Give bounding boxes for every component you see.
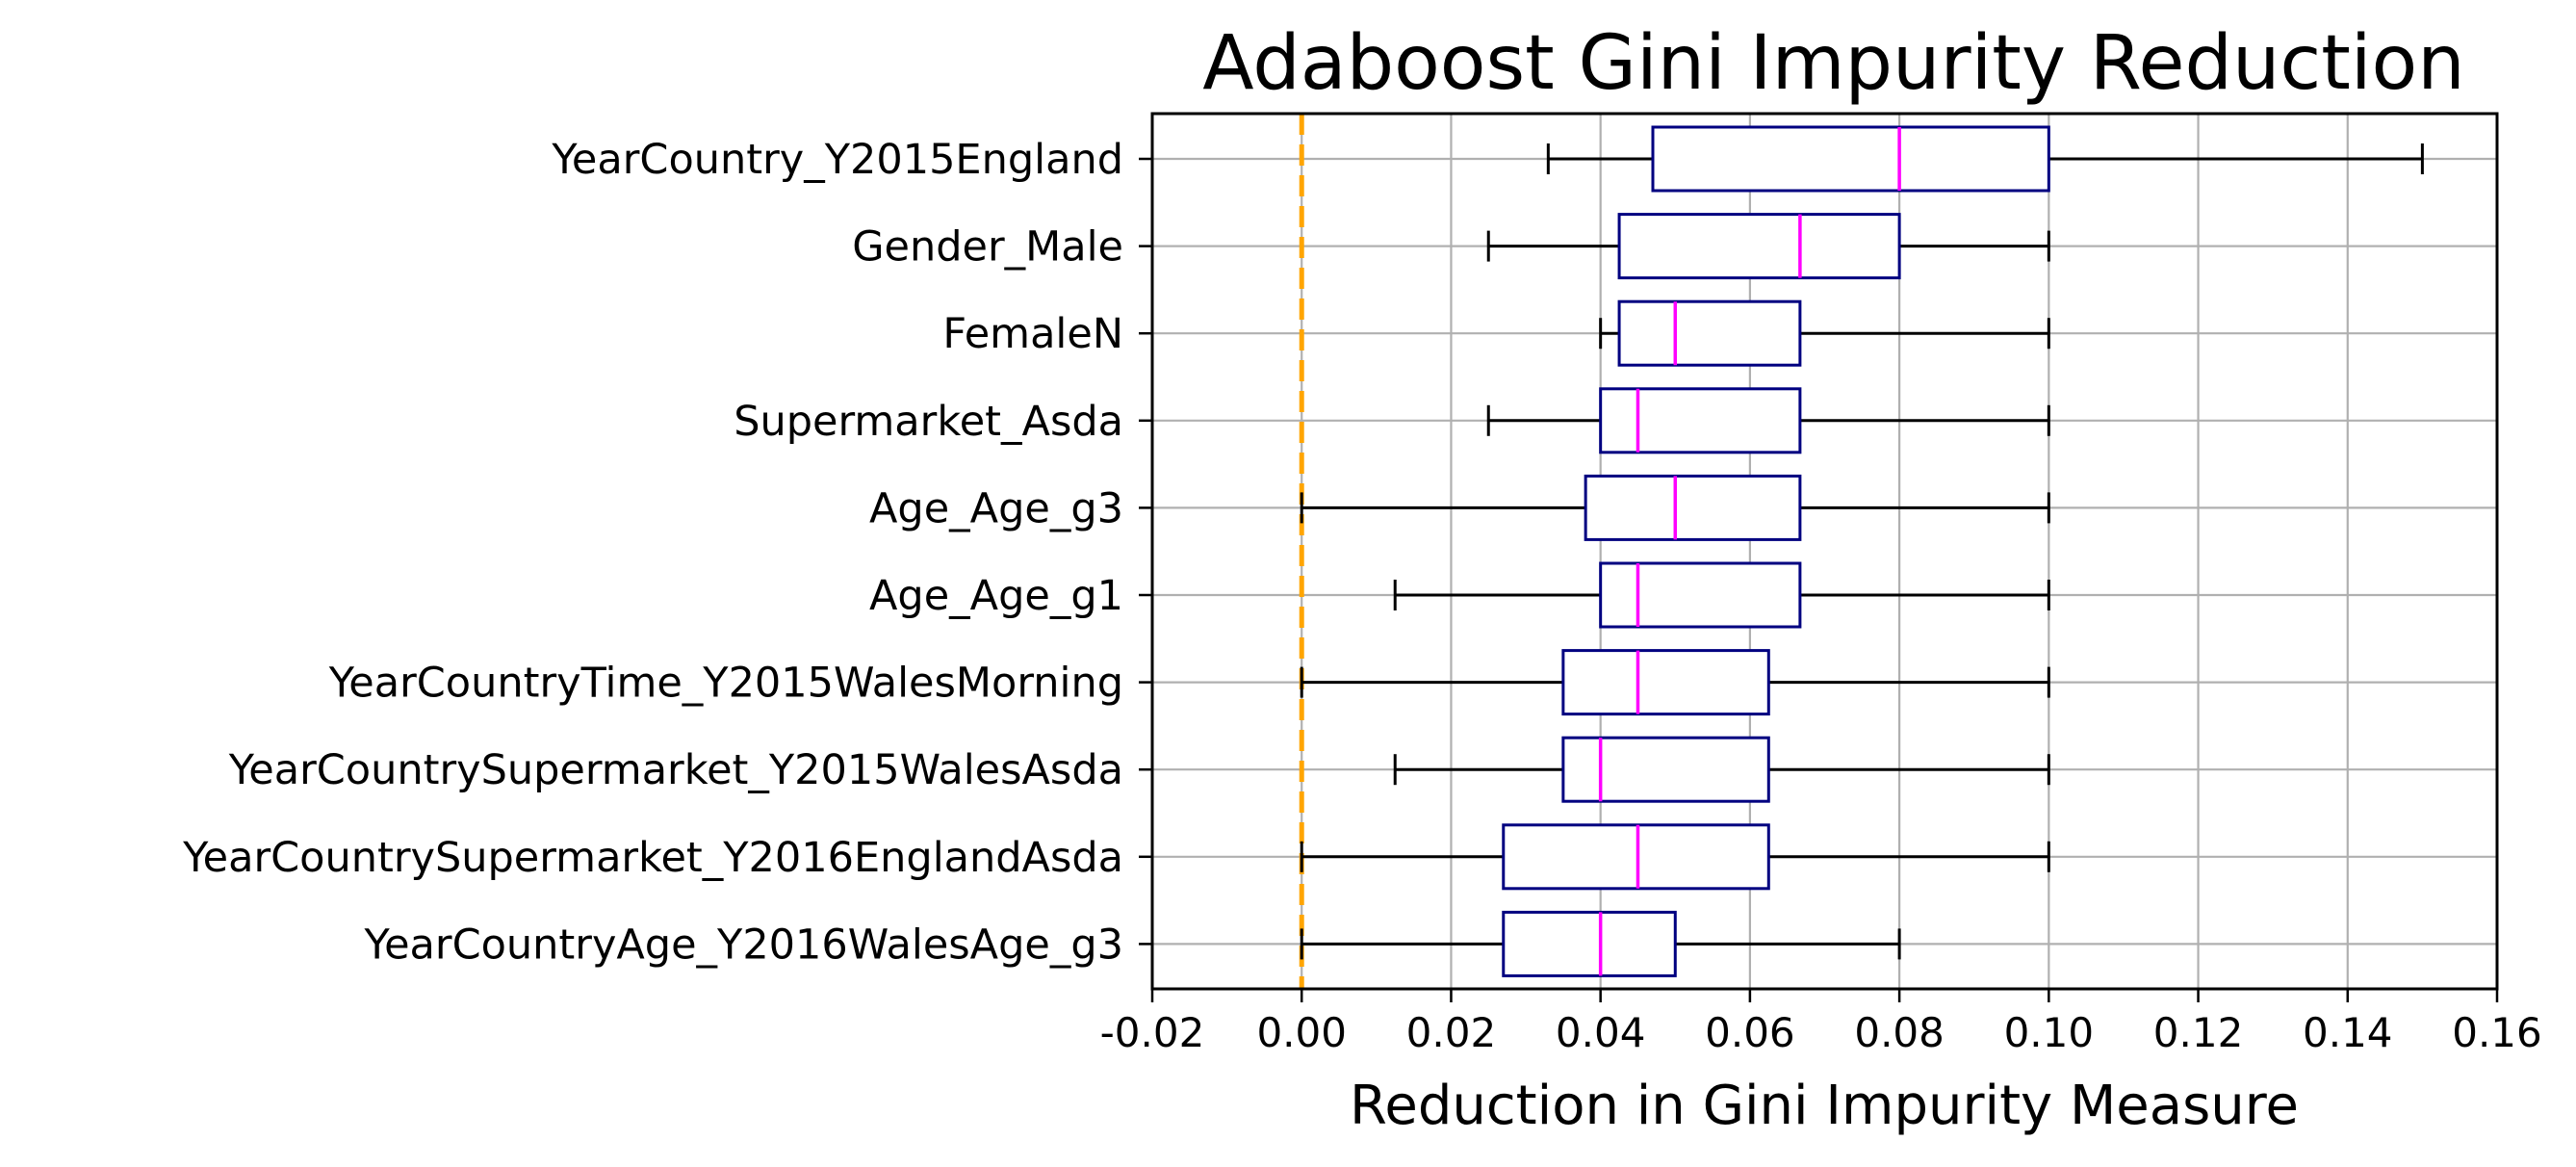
x-tick-label: 0.12	[2153, 1009, 2244, 1056]
x-tick-label: 0.16	[2452, 1009, 2542, 1056]
iqr-box	[1617, 299, 1802, 367]
x-tick-label: 0.04	[1556, 1009, 1646, 1056]
category-label: YearCountrySupermarket_Y2016EnglandAsda	[182, 834, 1123, 882]
x-axis-label: Reduction in Gini Impurity Measure	[1350, 1075, 2299, 1137]
category-label: YearCountrySupermarket_Y2015WalesAsda	[228, 746, 1123, 794]
box-plot-row	[1300, 649, 2050, 716]
box-plot-row	[1486, 213, 2050, 280]
chart-title: Adaboost Gini Impurity Reduction	[1202, 20, 2464, 107]
y-category-labels: YearCountry_Y2015England Gender_Male Femal…	[182, 136, 1123, 969]
iqr-box	[1502, 823, 1770, 891]
category-label: Age_Age_g3	[869, 484, 1123, 532]
category-label: Age_Age_g1	[869, 572, 1123, 620]
x-tick-label: 0.10	[2004, 1009, 2095, 1056]
iqr-box	[1599, 387, 1802, 454]
box-plot-row	[1393, 736, 2050, 803]
x-tick-labels: -0.02 0.00 0.02 0.04 0.06 0.08 0.10 0.12 0.14 0.1…	[1100, 1009, 2542, 1056]
category-label: FemaleN	[942, 310, 1123, 358]
iqr-box	[1561, 649, 1770, 716]
category-label: YearCountryAge_Y2016WalesAge_g3	[364, 921, 1123, 969]
iqr-box	[1561, 736, 1770, 803]
box-plot-row	[1486, 387, 2050, 454]
x-tick-label: -0.02	[1100, 1009, 1205, 1056]
category-label: Supermarket_Asda	[734, 398, 1123, 446]
box-plot-row	[1300, 910, 1901, 977]
x-tick-label: 0.08	[1854, 1009, 1945, 1056]
x-tick-label: 0.00	[1256, 1009, 1347, 1056]
x-tick-label: 0.14	[2303, 1009, 2393, 1056]
category-label: YearCountry_Y2015England	[551, 136, 1123, 184]
box-plot-row	[1546, 125, 2424, 193]
axis-ticks	[1139, 157, 2499, 1002]
iqr-box	[1599, 561, 1802, 629]
box-plot-row	[1300, 823, 2050, 891]
box-plot-row	[1393, 561, 2050, 629]
iqr-box	[1584, 474, 1802, 541]
iqr-box	[1651, 125, 2050, 193]
iqr-box	[1617, 213, 1901, 280]
category-label: YearCountryTime_Y2015WalesMorning	[328, 660, 1123, 708]
boxes	[1300, 125, 2424, 977]
box-plot-row	[1599, 299, 2050, 367]
category-label: Gender_Male	[852, 223, 1123, 272]
x-tick-label: 0.06	[1705, 1009, 1795, 1056]
box-plot-row	[1300, 474, 2050, 541]
plot-area-frame	[1150, 112, 2499, 991]
iqr-box	[1502, 910, 1677, 977]
x-tick-label: 0.02	[1406, 1009, 1497, 1056]
